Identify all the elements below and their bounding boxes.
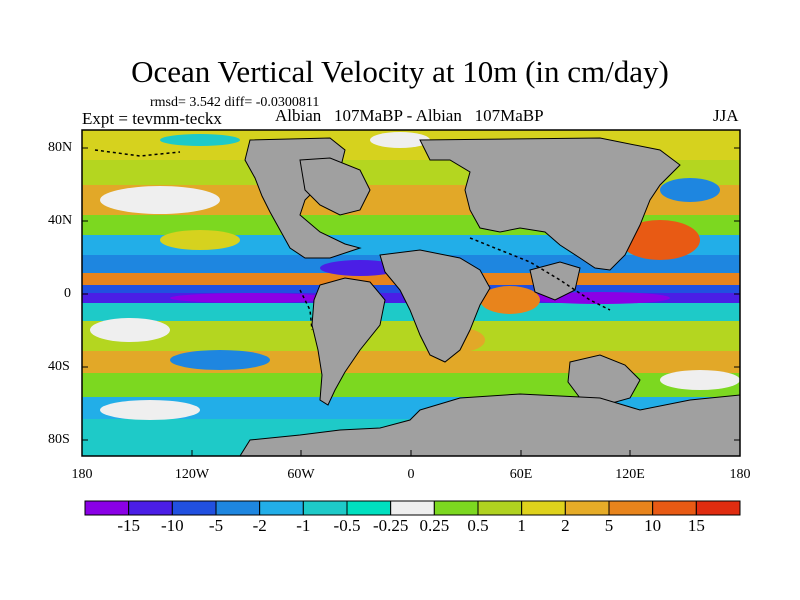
colorbar-box — [346, 500, 392, 516]
colorbar-box — [302, 500, 348, 516]
lon-label: 180 — [729, 467, 751, 482]
ocean-anomaly — [100, 400, 200, 420]
paleo-shoreline — [299, 289, 313, 331]
comparison-label: Albian 107MaBP - Albian 107MaBP — [275, 106, 544, 125]
ocean-anomaly — [370, 132, 430, 148]
lon-label: 0 — [407, 467, 415, 482]
lat-label: 0 — [64, 286, 71, 301]
colorbar-label: -1 — [296, 516, 311, 535]
colorbar-label: 10 — [644, 516, 662, 535]
lat-ticks — [82, 147, 740, 441]
colorbar-label: -10 — [160, 516, 184, 535]
colorbar-box — [128, 500, 173, 516]
colorbar-label: 0.5 — [467, 516, 489, 535]
lon-label: 180 — [71, 467, 93, 482]
ocean-band — [82, 373, 740, 397]
ocean-anomaly — [100, 186, 220, 214]
colorbar-box — [521, 500, 566, 516]
colorbar-box — [171, 500, 217, 516]
antarctica-land — [239, 393, 740, 456]
lat-label: 80S — [48, 432, 70, 447]
colorbar-label: 15 — [687, 516, 705, 535]
map-title: Ocean Vertical Velocity at 10m (in cm/da… — [131, 54, 669, 89]
colorbar-box — [477, 500, 523, 516]
colorbar-box — [433, 500, 479, 516]
paleo-shoreline — [94, 149, 181, 157]
colorbar-box — [608, 500, 654, 516]
eurasia-land — [419, 137, 681, 271]
lon-label: 120W — [174, 467, 210, 482]
colorbar-box — [215, 500, 261, 516]
lon-label: 60W — [287, 467, 315, 482]
australia-land — [567, 354, 641, 406]
colorbar-label: -2 — [252, 516, 267, 535]
colorbar-box — [84, 500, 130, 516]
colorbar-box — [652, 500, 697, 516]
ocean-anomaly — [480, 286, 540, 314]
colorbar-box — [390, 500, 435, 516]
stats-text: rmsd= 3.542 diff= -0.0300811 — [150, 95, 320, 110]
lon-label: 120E — [615, 467, 645, 482]
india-land — [529, 261, 581, 301]
africa-land — [379, 249, 491, 363]
paleo-shoreline — [469, 237, 611, 311]
map-area — [82, 130, 740, 456]
colorbar-box — [564, 500, 610, 516]
lat-label: 40S — [48, 359, 70, 374]
ocean-anomaly — [170, 293, 330, 303]
lat-label: 40N — [48, 213, 73, 228]
colorbar-label: -0.25 — [372, 516, 409, 535]
colorbar-label: -5 — [208, 516, 224, 535]
ocean-anomaly — [320, 260, 400, 276]
experiment-label: Expt = tevmm-teckx — [82, 109, 222, 128]
ocean-anomaly — [90, 318, 170, 342]
ocean-anomaly — [660, 178, 720, 202]
colorbar — [84, 500, 741, 516]
south-america-land — [311, 277, 386, 406]
lon-label: 60E — [509, 467, 533, 482]
ocean-anomaly — [660, 370, 740, 390]
colorbar-label: 1 — [517, 516, 526, 535]
colorbar-label: 2 — [561, 516, 570, 535]
colorbar-label: 0.25 — [419, 516, 450, 535]
colorbar-box — [259, 500, 304, 516]
season-label: JJA — [713, 106, 739, 125]
lon-ticks — [81, 450, 741, 456]
colorbar-box — [695, 500, 741, 516]
colorbar-label: -0.5 — [333, 516, 361, 535]
ocean-anomaly — [160, 134, 240, 146]
ocean-anomaly — [620, 220, 700, 260]
colorbar-label: 5 — [604, 516, 614, 535]
colorbar-label: -15 — [117, 516, 140, 535]
ocean-anomaly — [170, 350, 270, 370]
lat-label: 80N — [48, 140, 73, 155]
landmasses — [239, 137, 740, 456]
ocean-band — [82, 321, 740, 351]
ocean-anomaly — [160, 230, 240, 250]
greenland-land — [299, 157, 371, 216]
